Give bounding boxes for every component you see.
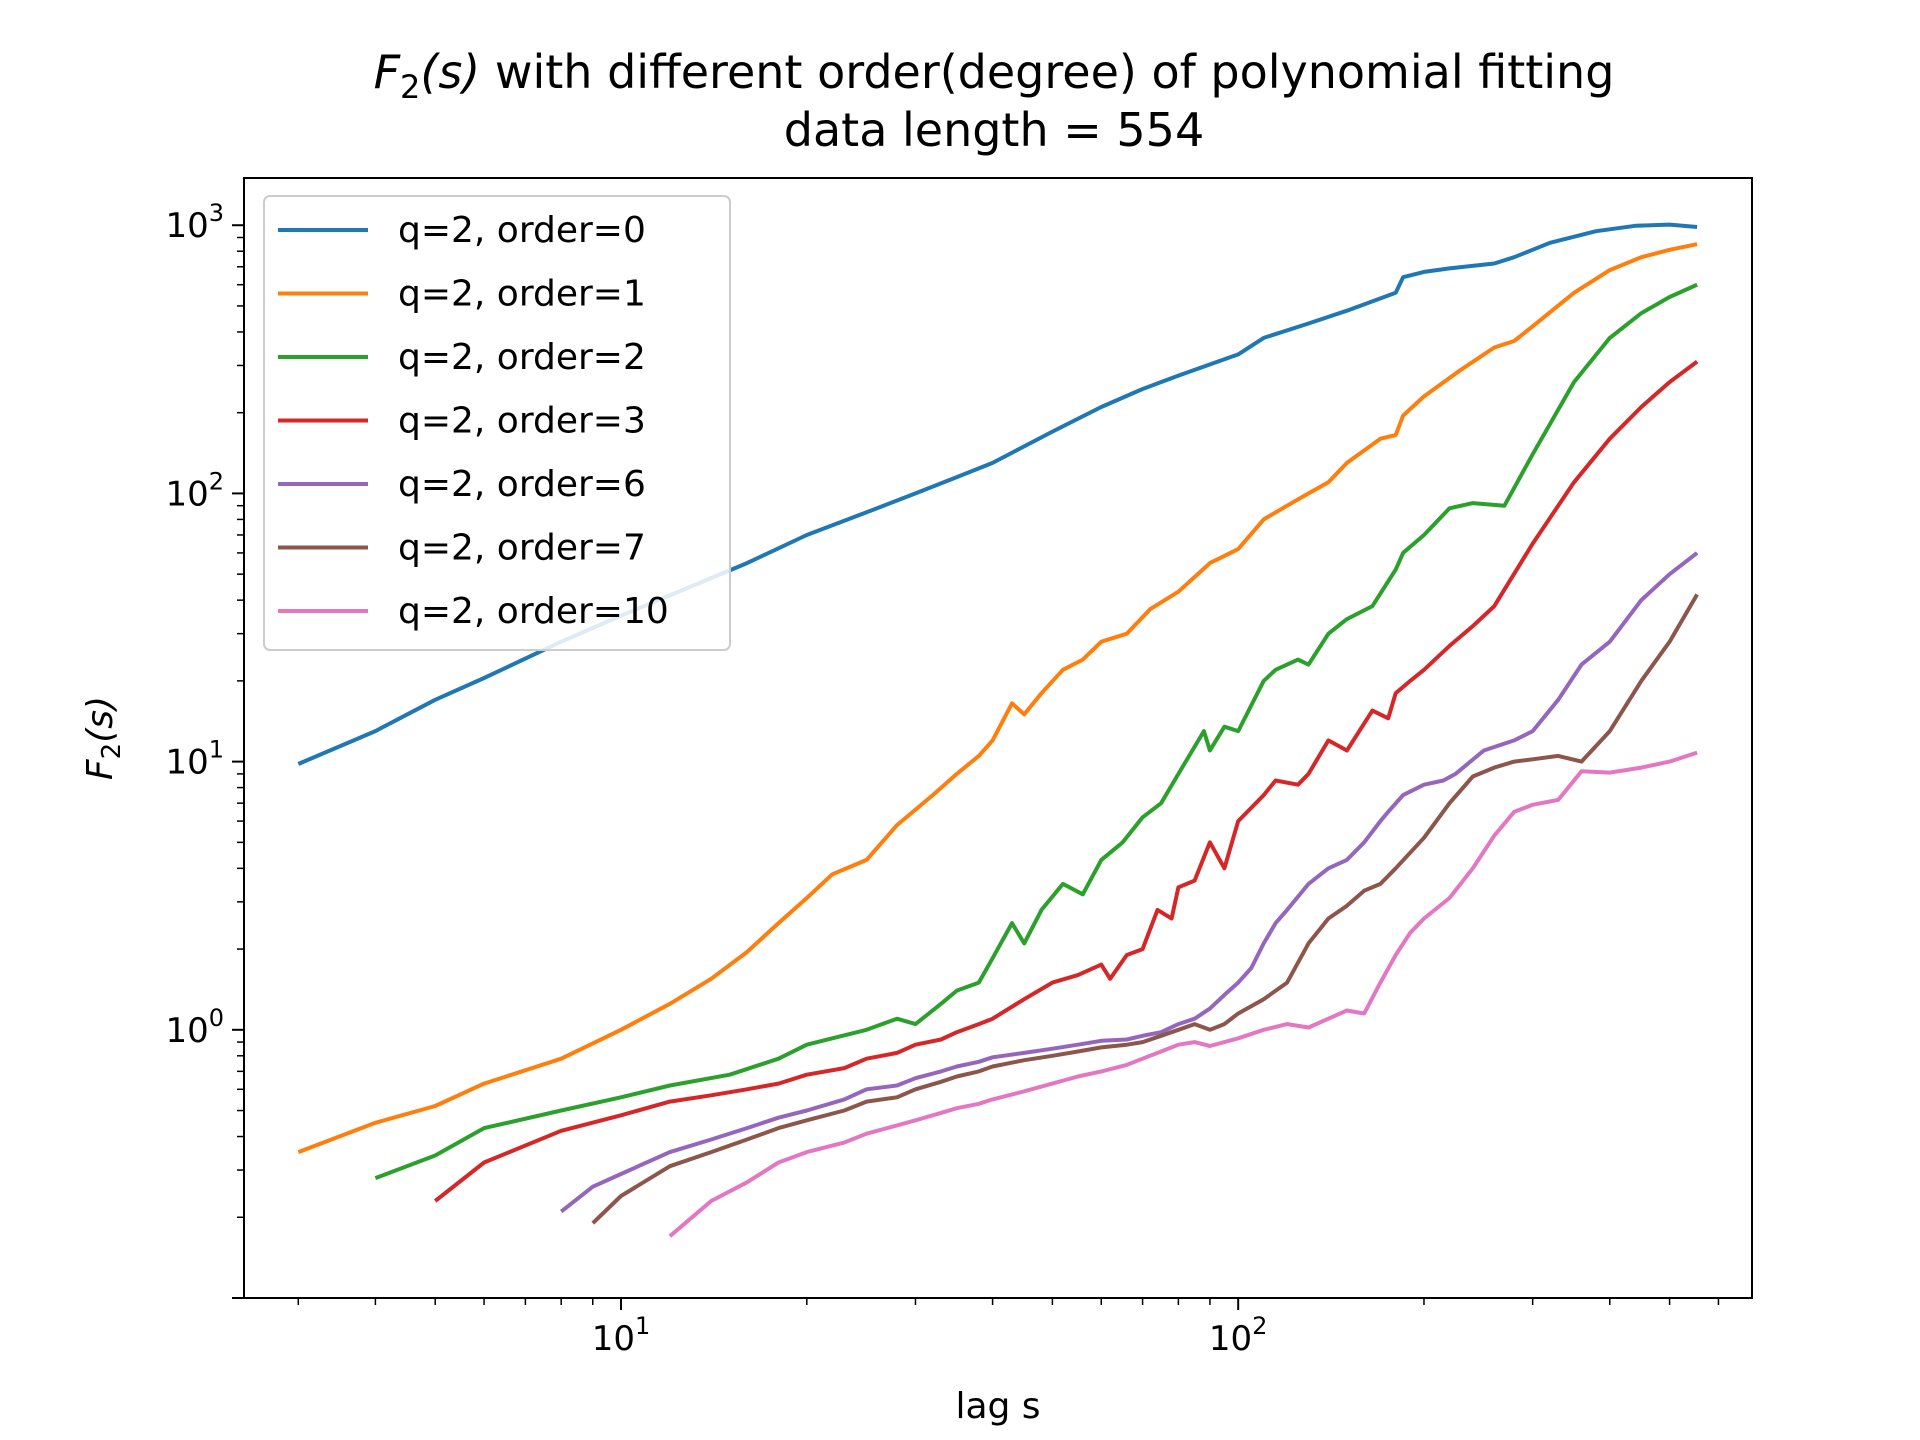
plot-area	[243, 177, 1753, 1299]
x-tick-label-exponent: 2	[1252, 1312, 1267, 1340]
chart-title-argument: (s)	[420, 45, 480, 99]
legend-entry-label: q=2, order=6	[398, 464, 646, 505]
legend-entry-label: q=2, order=1	[398, 274, 646, 315]
chart-title-math: F	[374, 45, 401, 99]
series-line-6	[668, 750, 1698, 1238]
y-tick-label-exponent: 3	[209, 199, 224, 227]
y-tick-label-base: 10	[165, 206, 208, 246]
y-tick-label-base: 10	[165, 1011, 208, 1051]
y-axis-label: F2(s)	[80, 696, 127, 780]
series-line-5	[591, 593, 1699, 1225]
y-axis-label-subscript: 2	[97, 743, 127, 760]
x-axis-label: lag s	[955, 1386, 1040, 1427]
legend-box	[263, 195, 731, 651]
series-line-3	[433, 359, 1699, 1203]
y-tick-label-exponent: 0	[209, 1004, 224, 1032]
y-tick-label: 101	[165, 736, 224, 783]
y-tick-label-base: 10	[165, 743, 208, 783]
x-tick-label: 101	[592, 1312, 651, 1359]
x-tick-label-exponent: 1	[635, 1312, 650, 1340]
x-tick-label: 102	[1209, 1312, 1268, 1359]
y-tick-label-exponent: 2	[209, 467, 224, 495]
legend-entry-label: q=2, order=3	[398, 401, 646, 442]
series-line-1	[297, 242, 1698, 1154]
series-layer	[297, 222, 1699, 1238]
chart-subtitle: data length = 554	[784, 103, 1204, 157]
y-tick-label-exponent: 1	[209, 736, 224, 764]
chart-title-rest: with different order(degree) of polynomi…	[480, 45, 1614, 99]
y-axis-label-argument: (s)	[80, 696, 121, 743]
legend-entry-label: q=2, order=7	[398, 528, 646, 569]
legend-entry-label: q=2, order=2	[398, 337, 646, 378]
x-tick-label-base: 10	[592, 1319, 635, 1359]
y-axis-label-math: F	[80, 758, 121, 780]
legend-items: q=2, order=0 q=2, order=1 q=2, order=2 q=2,…	[278, 210, 669, 632]
chart-title-subscript: 2	[400, 68, 420, 106]
y-tick-label-base: 10	[165, 474, 208, 514]
x-tick-label-base: 10	[1209, 1319, 1252, 1359]
legend: q=2, order=0 q=2, order=1 q=2, order=2 q=2,…	[263, 195, 731, 651]
legend-entry-label: q=2, order=10	[398, 591, 669, 632]
y-tick-label: 100	[165, 1004, 224, 1051]
y-tick-label: 103	[165, 199, 224, 246]
chart-title: F2(s) with different order(degree) of po…	[374, 45, 1615, 106]
legend-entry-label: q=2, order=0	[398, 210, 646, 251]
y-tick-label: 102	[165, 467, 224, 514]
series-line-2	[374, 282, 1698, 1180]
series-line-4	[559, 551, 1699, 1214]
